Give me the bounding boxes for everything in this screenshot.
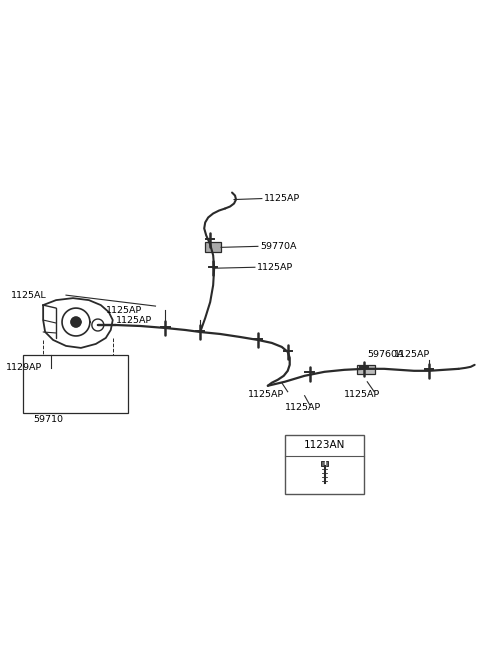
Text: 1125AP: 1125AP — [394, 350, 431, 360]
Text: 59710: 59710 — [33, 415, 63, 424]
Bar — [357, 365, 375, 374]
Bar — [321, 461, 328, 466]
Bar — [205, 242, 221, 252]
Text: 1125AP: 1125AP — [257, 263, 293, 272]
Text: 1125AP: 1125AP — [285, 403, 321, 412]
Text: 1125AP: 1125AP — [248, 390, 284, 399]
Text: 1125AP: 1125AP — [116, 316, 152, 324]
Text: 59770A: 59770A — [260, 242, 296, 251]
Text: 1125AP: 1125AP — [106, 306, 142, 314]
Text: 1123AN: 1123AN — [304, 441, 345, 451]
Polygon shape — [71, 317, 81, 327]
Text: 1129AP: 1129AP — [6, 364, 43, 372]
Bar — [285, 434, 364, 495]
Bar — [23, 355, 128, 413]
Text: 1125AP: 1125AP — [344, 390, 381, 399]
Text: 1125AP: 1125AP — [264, 194, 300, 203]
Text: 1125AL: 1125AL — [12, 291, 47, 299]
Text: 59760A: 59760A — [367, 350, 404, 360]
